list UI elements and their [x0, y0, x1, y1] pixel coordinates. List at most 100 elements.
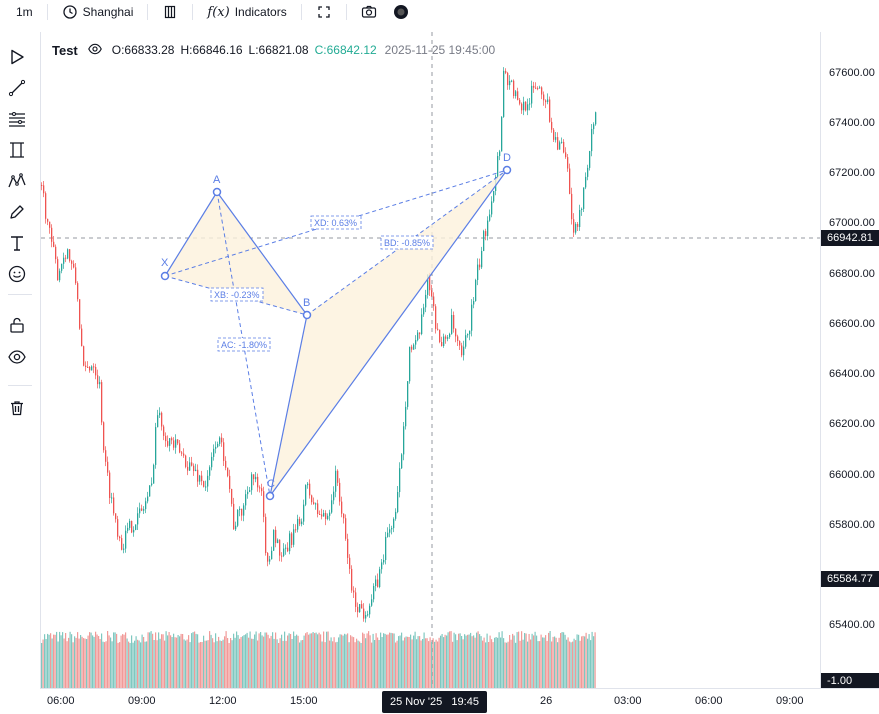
pattern-label-c: C — [267, 478, 275, 490]
volume-bar — [492, 642, 494, 688]
candle-body — [557, 137, 559, 150]
theme-button[interactable] — [385, 0, 417, 24]
volume-bar — [147, 632, 149, 688]
pattern-tool[interactable] — [6, 172, 28, 194]
candle-body — [487, 220, 489, 236]
candle-body — [413, 344, 415, 350]
candle-body — [381, 562, 383, 570]
candle-body — [549, 99, 551, 122]
candle-body — [243, 505, 245, 516]
candle-body — [161, 412, 163, 427]
candle-body — [185, 455, 187, 467]
fib-tool[interactable] — [6, 110, 28, 132]
candle-body — [123, 548, 125, 550]
candle-body — [357, 606, 359, 613]
volume-bar — [135, 636, 137, 688]
lock-tool[interactable] — [6, 316, 28, 338]
candle-body — [131, 521, 133, 533]
symbol-name[interactable]: Test — [52, 42, 78, 58]
candle-body — [293, 529, 295, 545]
candle-body — [221, 437, 223, 443]
low-price-tag: 65584.77 — [821, 571, 879, 587]
volume-bar — [111, 641, 113, 688]
volume-bar — [294, 635, 296, 688]
fullscreen-button[interactable] — [308, 0, 340, 24]
volume-bar — [557, 642, 559, 688]
candle-body — [527, 104, 529, 111]
legend-low: L:66821.08 — [248, 43, 309, 57]
candle-body — [537, 88, 539, 90]
volume-bar — [588, 634, 590, 688]
hide-drawings-tool[interactable] — [6, 348, 28, 370]
volume-bar — [249, 631, 251, 688]
candle-body — [201, 475, 203, 482]
chart-canvas[interactable]: X A B C D XD: 0.63% XB: -0.23% AC: -1.80% BD: -0… — [41, 32, 820, 688]
volume-bar — [269, 638, 271, 688]
visibility-toggle[interactable] — [87, 42, 102, 59]
emoji-tool[interactable] — [6, 265, 28, 287]
candle-body — [569, 168, 571, 194]
candle-body — [231, 489, 233, 504]
candle-body — [53, 241, 55, 247]
volume-bar — [488, 642, 490, 688]
price-axis[interactable]: 67600.00 67400.00 67200.00 67000.00 6680… — [820, 32, 879, 689]
candle-body — [257, 476, 259, 488]
legend-close: C:66842.12 — [314, 43, 377, 57]
candle-body — [345, 518, 347, 539]
volume-bar — [434, 641, 436, 688]
volume-bar — [231, 640, 233, 688]
candle-body — [159, 412, 161, 416]
volume-bar — [582, 635, 584, 688]
price-label: 65400.00 — [829, 619, 875, 631]
candle-body — [191, 462, 193, 466]
candle-body — [189, 462, 191, 471]
time-axis[interactable]: 06:00 09:00 12:00 15:00 26 03:00 06:00 0… — [40, 688, 879, 714]
volume-bar — [92, 635, 94, 688]
cursor-tool[interactable] — [6, 48, 28, 70]
volume-bar — [521, 631, 523, 688]
candle-body — [75, 267, 77, 284]
volume-bar — [62, 632, 64, 688]
candle-body — [337, 470, 339, 483]
volume-bar — [45, 639, 47, 688]
trendline-tool[interactable] — [6, 79, 28, 101]
candle-body — [535, 87, 537, 89]
volume-bar — [266, 632, 268, 688]
volume-value-tag: -1.00 — [821, 673, 879, 689]
bar-style-button[interactable] — [154, 0, 186, 24]
volume-bar — [110, 637, 112, 688]
volume-bar — [234, 637, 236, 688]
candle-body — [531, 85, 533, 104]
candle-body — [41, 185, 43, 186]
camera-icon — [361, 4, 377, 20]
indicators-button[interactable]: f(x) Indicators — [199, 0, 294, 24]
chart-pane[interactable]: X A B C D XD: 0.63% XB: -0.23% AC: -1.80% BD: -0… — [40, 32, 820, 688]
candle-body — [529, 103, 531, 105]
candle-body — [77, 283, 79, 300]
candle-body — [199, 475, 201, 482]
volume-bar — [255, 631, 257, 688]
candle-body — [447, 337, 449, 339]
volume-bar — [240, 637, 242, 688]
interval-button[interactable]: 1m — [0, 0, 41, 24]
volume-bar — [540, 634, 542, 688]
volume-bar — [171, 637, 173, 688]
candle-body — [561, 141, 563, 143]
volume-bar — [150, 631, 152, 688]
volume-bar — [120, 635, 122, 688]
remove-drawings-tool[interactable] — [6, 399, 28, 421]
text-tool[interactable] — [6, 234, 28, 256]
timezone-button[interactable]: Shanghai — [54, 0, 142, 24]
candle-body — [87, 367, 89, 368]
volume-bar — [549, 631, 551, 688]
candle-body — [141, 508, 143, 511]
volume-bar — [47, 633, 49, 688]
screenshot-button[interactable] — [353, 0, 385, 24]
volume-bar — [158, 632, 160, 688]
volume-bar — [191, 633, 193, 688]
candle-body — [217, 443, 219, 447]
volume-bar — [327, 631, 329, 688]
pattern-label-b: B — [303, 297, 310, 309]
brush-tool[interactable] — [6, 203, 28, 225]
channel-tool[interactable] — [6, 141, 28, 163]
